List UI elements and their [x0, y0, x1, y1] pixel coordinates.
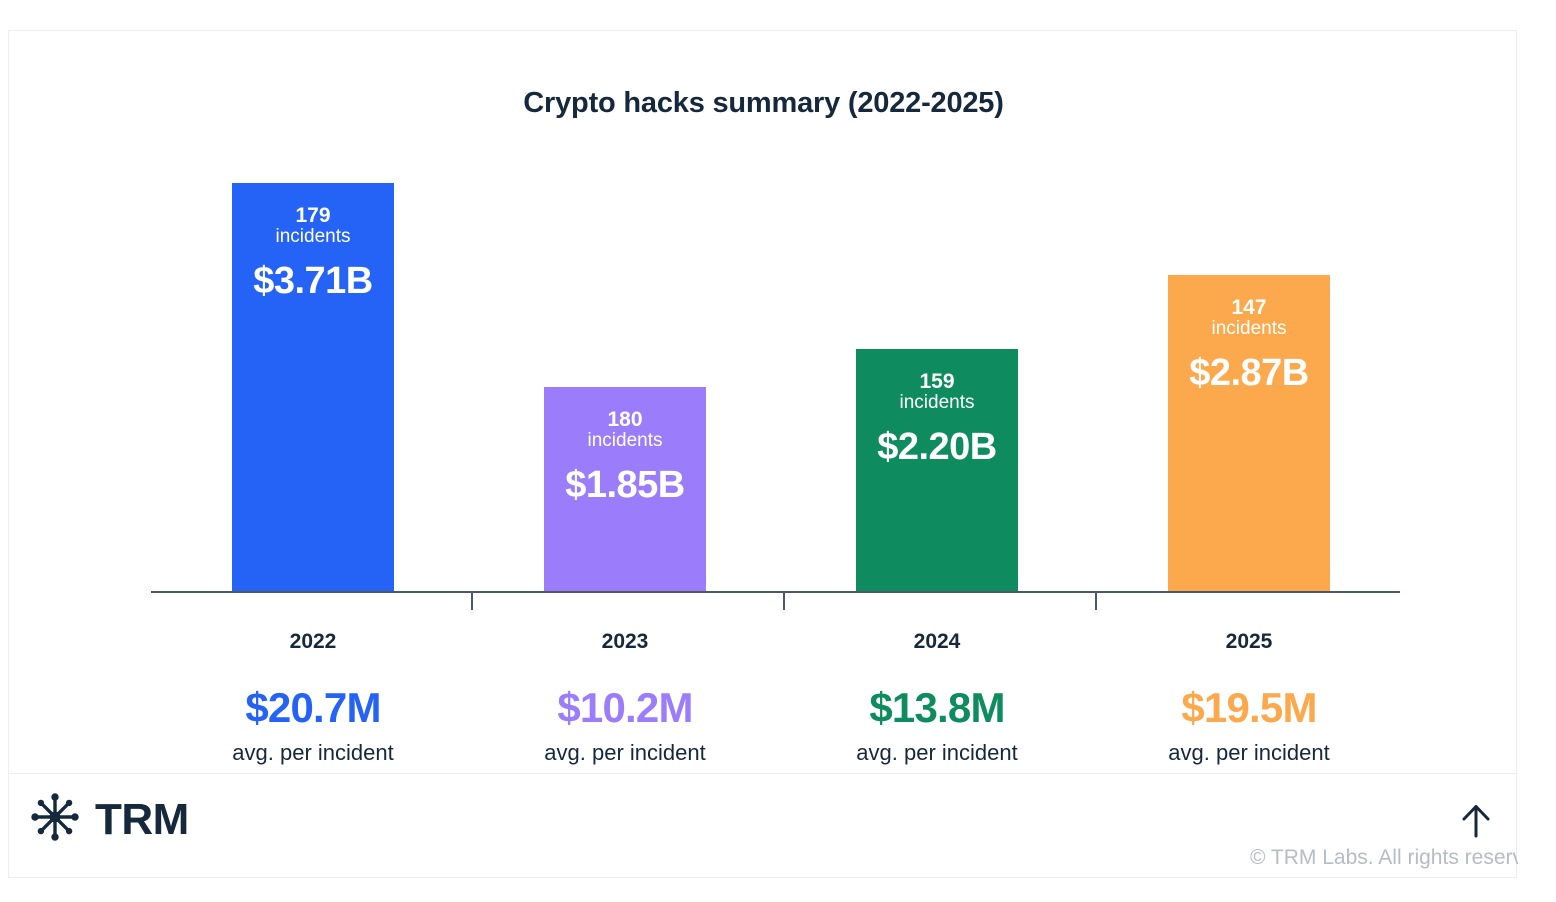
bar-series: 179 incidents $3.71B 180 incidents $1.85B 159 i… [151, 151, 1400, 591]
bar-incidents-count: 147 [1231, 296, 1267, 319]
back-to-top-button[interactable] [1452, 799, 1500, 847]
avg-per-incident-caption: avg. per incident [856, 740, 1018, 766]
brand-name: TRM [95, 794, 189, 844]
avg-per-incident-value: $20.7M [245, 684, 381, 732]
bar-value-label: $3.71B [253, 260, 373, 303]
x-label-column-2022: 2022 $20.7M avg. per incident [157, 629, 469, 767]
copyright-text: © TRM Labs. All rights reserved. [1250, 846, 1518, 869]
x-axis-tick-label: 2022 [289, 630, 337, 653]
x-axis-labels: 2022 $20.7M avg. per incident 2023 $10.2M avg… [151, 629, 1400, 789]
avg-per-incident-value: $19.5M [1181, 684, 1317, 732]
x-axis-tick-label: 2023 [601, 630, 649, 653]
x-label-column-2023: 2023 $10.2M avg. per incident [469, 629, 781, 767]
bar-incidents-caption: incidents [587, 430, 663, 452]
bar-slot: 179 incidents $3.71B [232, 151, 394, 591]
brand-logo: TRM [29, 791, 189, 848]
avg-per-incident-caption: avg. per incident [232, 740, 394, 766]
avg-per-incident-value: $10.2M [557, 684, 693, 732]
x-label-column-2025: 2025 $19.5M avg. per incident [1093, 629, 1405, 767]
bar-2024[interactable]: 159 incidents $2.20B [856, 349, 1018, 591]
bar-slot: 159 incidents $2.20B [856, 151, 1018, 591]
bar-incidents-caption: incidents [275, 226, 351, 248]
bar-incidents-count: 159 [919, 370, 955, 393]
x-axis-tick-label: 2025 [1225, 630, 1273, 653]
x-axis-tick [1095, 592, 1097, 610]
bar-incidents-caption: incidents [1211, 318, 1287, 340]
x-label-column-2024: 2024 $13.8M avg. per incident [781, 629, 1093, 767]
x-axis-tick [471, 592, 473, 610]
x-axis-tick [783, 592, 785, 610]
bar-2022[interactable]: 179 incidents $3.71B [232, 183, 394, 591]
bar-value-label: $2.20B [877, 426, 997, 469]
bar-value-label: $2.87B [1189, 352, 1309, 395]
bar-slot: 180 incidents $1.85B [544, 151, 706, 591]
avg-per-incident-caption: avg. per incident [1168, 740, 1330, 766]
bar-slot: 147 incidents $2.87B [1168, 151, 1330, 591]
bar-incidents-caption: incidents [899, 392, 975, 414]
chart-card: Crypto hacks summary (2022-2025) 179 inci… [8, 30, 1518, 878]
bar-value-label: $1.85B [565, 464, 685, 507]
bar-2023[interactable]: 180 incidents $1.85B [544, 387, 706, 591]
x-axis-tick-label: 2024 [913, 630, 961, 653]
arrow-up-icon [1459, 801, 1493, 846]
avg-per-incident-caption: avg. per incident [544, 740, 706, 766]
bar-incidents-count: 179 [295, 204, 331, 227]
x-axis-line [151, 591, 1400, 593]
page-title: Crypto hacks summary (2022-2025) [523, 87, 1004, 119]
trm-asterisk-logo-icon [29, 791, 81, 848]
bar-chart-plot-area: 179 incidents $3.71B 180 incidents $1.85B 159 i… [151, 151, 1400, 621]
bar-incidents-count: 180 [607, 408, 643, 431]
footer-divider [9, 773, 1518, 774]
bar-2025[interactable]: 147 incidents $2.87B [1168, 275, 1330, 591]
avg-per-incident-value: $13.8M [869, 684, 1005, 732]
